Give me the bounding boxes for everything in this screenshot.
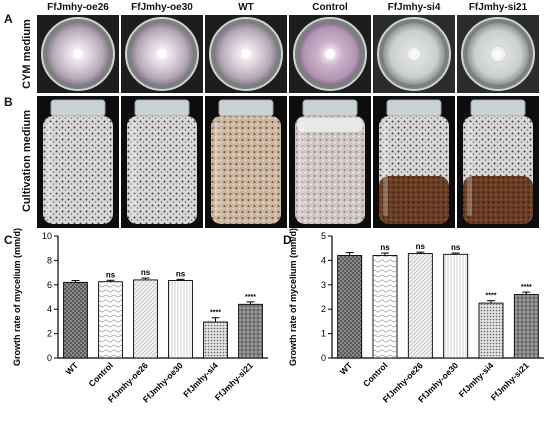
jar-control bbox=[289, 96, 371, 228]
chart-d: 0 1 2 3 4 5 Growth rate of mycelium (mm/d) WT ns… bbox=[288, 228, 544, 404]
bar-ffjmhy-si21 bbox=[238, 303, 263, 359]
significance-label: ns bbox=[416, 242, 426, 251]
strain-label-ffjmhy-oe26: FfJmhy-oe26 bbox=[47, 2, 109, 13]
y-tick-label: 0 bbox=[47, 353, 52, 363]
petri-dish-ffjmhy-si21 bbox=[457, 15, 539, 93]
jar-ffjmhy-si4 bbox=[373, 96, 455, 228]
jar-ffjmhy-oe30 bbox=[121, 96, 203, 228]
significance-label: **** bbox=[486, 293, 497, 300]
y-axis-label: Growth rate of mycelium (mm/d) bbox=[288, 228, 298, 366]
bar-control bbox=[372, 255, 398, 359]
strain-label-ffjmhy-si4: FfJmhy-si4 bbox=[387, 2, 441, 13]
significance-label: ns bbox=[451, 243, 461, 252]
significance-label: ns bbox=[141, 268, 151, 277]
y-tick-label: 5 bbox=[321, 231, 326, 241]
x-tick-label: Control bbox=[86, 360, 114, 388]
strain-label-control: Control bbox=[312, 2, 348, 13]
x-tick-label: Control bbox=[361, 360, 389, 388]
y-tick-label: 8 bbox=[47, 255, 52, 265]
bar-ffjmhy-oe30 bbox=[443, 253, 469, 359]
row-label-cym-medium: CYM medium bbox=[21, 19, 33, 89]
significance-label: **** bbox=[210, 310, 221, 317]
bar-control bbox=[98, 281, 123, 359]
petri-dish-photo-row bbox=[37, 15, 539, 93]
x-tick-label: FfJmhy-si21 bbox=[213, 360, 255, 402]
bar-wt bbox=[337, 255, 363, 359]
bar-ffjmhy-oe26 bbox=[407, 253, 433, 359]
jar-ffjmhy-si21 bbox=[457, 96, 539, 228]
strain-label-wt: WT bbox=[238, 2, 254, 13]
bar-ffjmhy-si4 bbox=[478, 302, 504, 359]
panel-label-a: A bbox=[4, 12, 13, 26]
y-tick-label: 2 bbox=[321, 304, 326, 314]
bar-ffjmhy-si21 bbox=[513, 294, 539, 359]
petri-dish-wt bbox=[205, 15, 287, 93]
bar-wt bbox=[63, 281, 88, 359]
y-tick-label: 10 bbox=[42, 231, 52, 241]
cultivation-jar-photo-row bbox=[37, 96, 539, 228]
petri-dish-ffjmhy-oe30 bbox=[121, 15, 203, 93]
y-tick-label: 2 bbox=[47, 329, 52, 339]
petri-dish-ffjmhy-si4 bbox=[373, 15, 455, 93]
x-tick-label: WT bbox=[338, 360, 355, 377]
petri-dish-control bbox=[289, 15, 371, 93]
y-tick-label: 4 bbox=[47, 304, 52, 314]
panel-label-c: C bbox=[4, 233, 13, 247]
bar-ffjmhy-si4 bbox=[203, 321, 228, 359]
petri-dish-ffjmhy-oe26 bbox=[37, 15, 119, 93]
jar-wt bbox=[205, 96, 287, 228]
y-tick-label: 1 bbox=[321, 329, 326, 339]
y-axis-label: Growth rate of mycelium (mm/d) bbox=[12, 228, 22, 366]
y-tick-label: 6 bbox=[47, 280, 52, 290]
y-tick-label: 4 bbox=[321, 255, 326, 265]
panel-label-b: B bbox=[4, 95, 13, 109]
significance-label: ns bbox=[176, 269, 186, 278]
chart-c: 0 2 4 6 8 10 Growth rate of mycelium (mm/d) WT n… bbox=[12, 228, 268, 404]
x-tick-label: WT bbox=[63, 360, 80, 377]
x-tick-label: FfJmhy-si21 bbox=[489, 360, 531, 402]
bar-ffjmhy-oe26 bbox=[133, 279, 158, 359]
row-label-cultivation-medium: Cultivation medium bbox=[21, 109, 33, 213]
y-tick-label: 3 bbox=[321, 280, 326, 290]
significance-label: **** bbox=[521, 284, 532, 291]
jar-ffjmhy-oe26 bbox=[37, 96, 119, 228]
strain-label-ffjmhy-si21: FfJmhy-si21 bbox=[468, 2, 528, 13]
significance-label: ns bbox=[106, 270, 116, 279]
strain-label-ffjmhy-oe30: FfJmhy-oe30 bbox=[131, 2, 193, 13]
y-tick-label: 0 bbox=[321, 353, 326, 363]
bar-ffjmhy-oe30 bbox=[168, 280, 193, 359]
panel-label-d: D bbox=[283, 233, 292, 247]
significance-label: **** bbox=[245, 294, 256, 301]
significance-label: ns bbox=[380, 243, 390, 252]
